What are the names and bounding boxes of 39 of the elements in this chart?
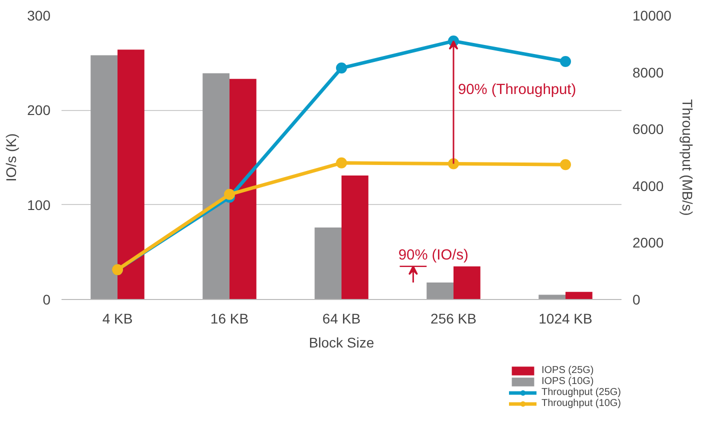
x-axis-title: Block Size	[308, 334, 374, 350]
point	[224, 188, 235, 200]
y2-tick-label: 8000	[632, 64, 664, 80]
bar	[118, 50, 144, 300]
y2-tick-label: 4000	[632, 178, 664, 194]
x-tick-label: 4 KB	[102, 310, 133, 326]
x-tick-label: 64 KB	[322, 310, 361, 326]
bar	[426, 282, 454, 300]
y-tick-label: 300	[27, 8, 51, 24]
bar	[314, 228, 342, 300]
bar	[342, 175, 368, 300]
bar	[230, 78, 256, 300]
x-tick-label: 1024 KB	[538, 310, 592, 326]
point	[336, 62, 347, 74]
y-tick-label: 0	[42, 292, 51, 308]
point	[336, 157, 347, 168]
y2-tick-label: 10000	[632, 8, 672, 24]
legend-label: IOPS (10G)	[542, 376, 594, 387]
point	[560, 56, 571, 67]
y2-tick-label: 6000	[632, 121, 664, 138]
annotation: 90% (IO/s)	[398, 247, 468, 264]
bar	[90, 55, 118, 300]
y-tick-label: 100	[27, 196, 51, 213]
x-tick-label: 16 KB	[210, 310, 249, 326]
annotation: 90% (Throughput)	[458, 82, 576, 98]
bar	[566, 292, 592, 300]
legend-label: Throughput (25G)	[542, 387, 621, 398]
point	[448, 158, 459, 170]
x-tick-label: 256 KB	[430, 310, 476, 326]
point	[560, 159, 571, 170]
y-tick-label: 200	[27, 102, 51, 118]
legend-label: IOPS (25G)	[542, 365, 594, 376]
y2-tick-label: 2000	[632, 234, 664, 251]
y-axis-title: IO/s (K)	[3, 133, 20, 182]
y2-tick-label: 0	[632, 292, 640, 308]
bar	[202, 73, 230, 300]
bar	[454, 266, 480, 300]
y2-axis-title: Throughput (MB/s)	[679, 99, 696, 216]
legend-label: Throughput (10G)	[542, 398, 621, 409]
